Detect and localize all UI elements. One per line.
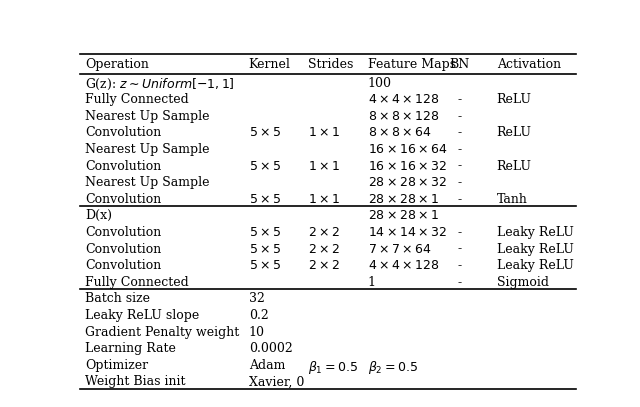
Text: -: -: [458, 93, 461, 106]
Text: $2 \times 2$: $2 \times 2$: [308, 259, 340, 272]
Text: G(z): $z \sim Uniform[-1, 1]$: G(z): $z \sim Uniform[-1, 1]$: [85, 77, 235, 92]
Text: Kernel: Kernel: [249, 58, 291, 71]
Text: Optimizer: Optimizer: [85, 359, 148, 372]
Text: -: -: [458, 243, 461, 256]
Text: Gradient Penalty weight: Gradient Penalty weight: [85, 326, 239, 339]
Text: Adam: Adam: [249, 359, 285, 372]
Text: Fully Connected: Fully Connected: [85, 276, 189, 289]
Text: Leaky ReLU: Leaky ReLU: [497, 259, 573, 272]
Text: $14 \times 14 \times 32$: $14 \times 14 \times 32$: [367, 226, 447, 239]
Text: Convolution: Convolution: [85, 243, 161, 256]
Text: Convolution: Convolution: [85, 126, 161, 139]
Text: $16 \times 16 \times 32$: $16 \times 16 \times 32$: [367, 160, 447, 173]
Text: $28 \times 28 \times 1$: $28 \times 28 \times 1$: [367, 193, 439, 206]
Text: -: -: [458, 259, 461, 272]
Text: $1 \times 1$: $1 \times 1$: [308, 193, 340, 206]
Text: 32: 32: [249, 293, 264, 305]
Text: ReLU: ReLU: [497, 93, 532, 106]
Text: $2 \times 2$: $2 \times 2$: [308, 243, 340, 256]
Text: ReLU: ReLU: [497, 160, 532, 173]
Text: $1 \times 1$: $1 \times 1$: [308, 160, 340, 173]
Text: -: -: [458, 110, 461, 123]
Text: $\beta_2 = 0.5$: $\beta_2 = 0.5$: [367, 359, 418, 376]
Text: Weight Bias init: Weight Bias init: [85, 376, 186, 389]
Text: 10: 10: [249, 326, 265, 339]
Text: -: -: [458, 126, 461, 139]
Text: $5 \times 5$: $5 \times 5$: [249, 193, 281, 206]
Text: $4 \times 4 \times 128$: $4 \times 4 \times 128$: [367, 259, 439, 272]
Text: Convolution: Convolution: [85, 259, 161, 272]
Text: Batch size: Batch size: [85, 293, 150, 305]
Text: Learning Rate: Learning Rate: [85, 342, 176, 355]
Text: 100: 100: [367, 77, 392, 90]
Text: -: -: [458, 160, 461, 173]
Text: 0.0002: 0.0002: [249, 342, 292, 355]
Text: Tanh: Tanh: [497, 193, 527, 206]
Text: -: -: [458, 143, 461, 156]
Text: $5 \times 5$: $5 \times 5$: [249, 126, 281, 139]
Text: $5 \times 5$: $5 \times 5$: [249, 259, 281, 272]
Text: Strides: Strides: [308, 58, 353, 71]
Text: $28 \times 28 \times 32$: $28 \times 28 \times 32$: [367, 176, 447, 189]
Text: Leaky ReLU: Leaky ReLU: [497, 243, 573, 256]
Text: Operation: Operation: [85, 58, 149, 71]
Text: Fully Connected: Fully Connected: [85, 93, 189, 106]
Text: $8 \times 8 \times 64$: $8 \times 8 \times 64$: [367, 126, 431, 139]
Text: Sigmoid: Sigmoid: [497, 276, 548, 289]
Text: Nearest Up Sample: Nearest Up Sample: [85, 143, 209, 156]
Text: -: -: [458, 176, 461, 189]
Text: $7 \times 7 \times 64$: $7 \times 7 \times 64$: [367, 243, 431, 256]
Text: $5 \times 5$: $5 \times 5$: [249, 243, 281, 256]
Text: $4 \times 4 \times 128$: $4 \times 4 \times 128$: [367, 93, 439, 106]
Text: Leaky ReLU slope: Leaky ReLU slope: [85, 309, 199, 322]
Text: Convolution: Convolution: [85, 193, 161, 206]
Text: -: -: [458, 276, 461, 289]
Text: -: -: [458, 193, 461, 206]
Text: -: -: [458, 226, 461, 239]
Text: Xavier, 0: Xavier, 0: [249, 376, 304, 389]
Text: Convolution: Convolution: [85, 160, 161, 173]
Text: $1 \times 1$: $1 \times 1$: [308, 126, 340, 139]
Text: $5 \times 5$: $5 \times 5$: [249, 226, 281, 239]
Text: $28 \times 28 \times 1$: $28 \times 28 \times 1$: [367, 209, 439, 222]
Text: $2 \times 2$: $2 \times 2$: [308, 226, 340, 239]
Text: 1: 1: [367, 276, 376, 289]
Text: $\beta_1 = 0.5$: $\beta_1 = 0.5$: [308, 359, 358, 376]
Text: $16 \times 16 \times 64$: $16 \times 16 \times 64$: [367, 143, 447, 156]
Text: Nearest Up Sample: Nearest Up Sample: [85, 110, 209, 123]
Text: Leaky ReLU: Leaky ReLU: [497, 226, 573, 239]
Text: Activation: Activation: [497, 58, 561, 71]
Text: 0.2: 0.2: [249, 309, 268, 322]
Text: Feature Maps: Feature Maps: [367, 58, 456, 71]
Text: Nearest Up Sample: Nearest Up Sample: [85, 176, 209, 189]
Text: $8 \times 8 \times 128$: $8 \times 8 \times 128$: [367, 110, 439, 123]
Text: ReLU: ReLU: [497, 126, 532, 139]
Text: $5 \times 5$: $5 \times 5$: [249, 160, 281, 173]
Text: Convolution: Convolution: [85, 226, 161, 239]
Text: BN: BN: [449, 58, 470, 71]
Text: D(x): D(x): [85, 209, 112, 222]
